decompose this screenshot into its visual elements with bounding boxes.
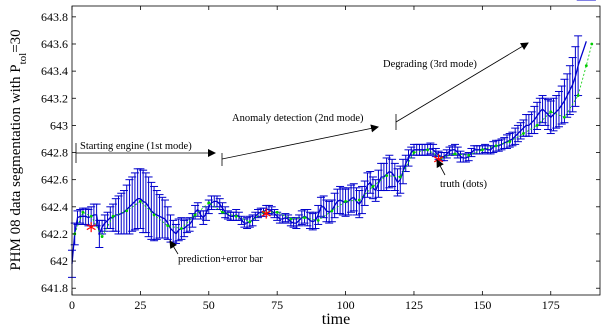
truth-point [207, 201, 211, 205]
truth-point [234, 214, 238, 218]
x-tick-label: 75 [271, 298, 283, 312]
truth-point [344, 199, 347, 203]
prediction-error-bars [68, 0, 596, 278]
truth-point [275, 210, 279, 214]
y-axis-title: PHM 08 data segmentation with Ptol=30 [8, 29, 29, 270]
y-tick-label: 642.6 [41, 173, 68, 187]
y-tick-label: 641.8 [41, 281, 68, 295]
truth-point [426, 148, 430, 152]
truth-point [371, 185, 375, 188]
truth-point [166, 224, 170, 228]
truth-point [535, 123, 539, 127]
truth-point [494, 144, 498, 148]
truth-point [248, 220, 252, 224]
truth-point [89, 214, 93, 218]
anomaly-marker-stroke [86, 224, 96, 231]
truth-point [152, 213, 156, 217]
annotation-prediction-arrow [169, 240, 179, 255]
truth-point [576, 94, 580, 97]
truth-point [412, 151, 416, 154]
y-axis-ticks: 641.8 642 642.2 642.4 642.6 642.8 643 643.2 643.… [41, 10, 600, 295]
anomaly-marker [261, 208, 271, 219]
x-axis-title: time [322, 311, 350, 328]
truth-point [398, 175, 402, 179]
y-axis-title-tail: =30 [8, 29, 24, 52]
truth-point [316, 218, 320, 222]
truth-point [549, 110, 553, 114]
y-tick-label: 642.4 [41, 200, 68, 214]
x-tick-label: 0 [69, 298, 75, 312]
truth-point [221, 210, 224, 214]
y-axis-title-sub: tol [17, 53, 29, 65]
y-tick-label: 643.4 [41, 64, 68, 78]
truth-point [385, 174, 389, 178]
x-tick-label: 150 [473, 298, 491, 312]
truth-point [138, 199, 142, 203]
truth-point [584, 64, 588, 68]
truth-point [330, 209, 334, 213]
truth-point [111, 214, 115, 218]
truth-point [100, 235, 104, 239]
annotation-truth-arrow [436, 159, 446, 176]
y-tick-label: 643.8 [41, 10, 68, 24]
annotation-mode3-arrow [395, 42, 529, 123]
truth-point [125, 209, 129, 213]
truth-point [193, 213, 197, 217]
y-tick-label: 643.6 [41, 37, 68, 51]
y-axis-title-main: PHM 08 data segmentation with P [8, 64, 24, 270]
prediction-line [71, 41, 587, 264]
y-tick-label: 642.2 [41, 227, 68, 241]
plot-frame [71, 5, 601, 296]
truth-point [453, 152, 457, 156]
truth-point [563, 115, 566, 119]
truth-point [590, 42, 594, 46]
y-tick-label: 642 [50, 254, 68, 268]
x-tick-label: 125 [405, 298, 423, 312]
annotation-mode3-label: Degrading (3rd mode) [383, 59, 477, 70]
annotation-mode2-label: Anomaly detection (2nd mode) [232, 113, 364, 124]
annotation-prediction-label: prediction+error bar [178, 254, 263, 265]
truth-point [289, 217, 293, 221]
annotation-mode2-arrow [221, 124, 379, 160]
y-tick-label: 643 [50, 118, 68, 132]
truth-point [180, 227, 183, 230]
y-tick-label: 642.8 [41, 146, 68, 160]
anomaly-marker-stroke [261, 210, 271, 217]
anomaly-marker [86, 222, 96, 233]
truth-point [508, 140, 512, 144]
truth-point [467, 153, 471, 157]
x-tick-label: 50 [203, 298, 215, 312]
truth-point [81, 210, 85, 214]
x-tick-label: 25 [134, 298, 146, 312]
x-tick-label: 100 [337, 298, 355, 312]
truth-point [521, 132, 525, 135]
annotation-truth-label: truth (dots) [440, 179, 487, 190]
truth-point [357, 198, 361, 202]
truth-point [480, 148, 484, 152]
annotation-mode1-label: Starting engine (1st mode) [80, 141, 192, 152]
truth-point [303, 216, 306, 220]
x-tick-label: 175 [542, 298, 560, 312]
x-axis-ticks: 0 25 50 75 100 125 150 175 [69, 6, 560, 312]
plot-area [72, 6, 600, 295]
y-tick-label: 643.2 [41, 91, 68, 105]
